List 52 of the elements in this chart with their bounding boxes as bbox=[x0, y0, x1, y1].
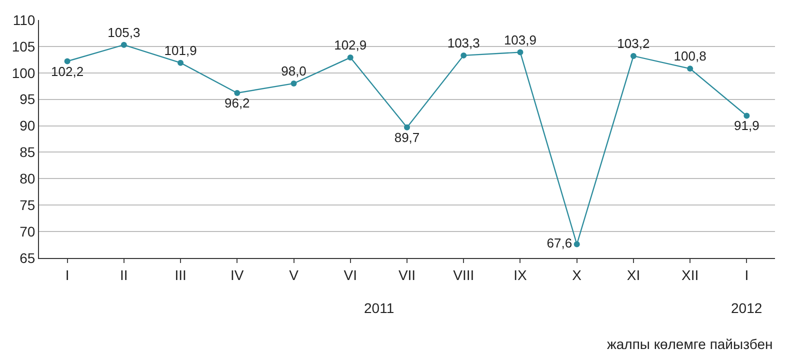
y-tick-label: 100 bbox=[12, 64, 36, 81]
text: жалпы көлемге пайызбен bbox=[607, 336, 773, 352]
y-tick-label: 70 bbox=[20, 223, 36, 240]
x-tick-label: VII bbox=[398, 266, 416, 283]
data-label: 89,7 bbox=[394, 130, 420, 145]
x-tick-label: I bbox=[744, 266, 749, 283]
x-tick-label: I bbox=[65, 266, 70, 283]
point bbox=[290, 80, 297, 86]
data-label: 98,0 bbox=[281, 63, 306, 78]
data-label: 105,3 bbox=[108, 24, 140, 40]
x-tick-label: II bbox=[120, 266, 128, 283]
data-label: 103,9 bbox=[504, 32, 537, 48]
data-label: 102,2 bbox=[51, 64, 84, 79]
y-tick-label: 95 bbox=[20, 91, 36, 108]
x-tick-label: X bbox=[572, 266, 582, 283]
point bbox=[120, 42, 127, 48]
x-tick-label: XI bbox=[626, 266, 640, 283]
point bbox=[404, 124, 410, 130]
data-label: 96,2 bbox=[224, 95, 250, 110]
text: 2012 bbox=[731, 300, 762, 316]
point bbox=[630, 52, 636, 59]
x-tick-label: III bbox=[174, 266, 186, 283]
y-tick-label: 90 bbox=[20, 118, 36, 134]
x-tick-label: VIII bbox=[453, 266, 474, 283]
point bbox=[234, 90, 240, 96]
data-label: 100,8 bbox=[674, 48, 706, 64]
point bbox=[178, 60, 184, 66]
point bbox=[687, 66, 694, 72]
point bbox=[347, 54, 354, 61]
y-tick-label: 65 bbox=[20, 250, 36, 266]
x-tick-label: IX bbox=[514, 266, 528, 283]
text: 2011 bbox=[364, 300, 394, 316]
y-tick-label: 105 bbox=[12, 38, 36, 54]
data-label: 102,9 bbox=[334, 38, 367, 53]
point bbox=[460, 52, 467, 58]
point bbox=[744, 112, 750, 119]
x-tick-label: VI bbox=[344, 266, 357, 283]
y-tick-label: 75 bbox=[20, 197, 36, 214]
x-tick-label: V bbox=[289, 266, 300, 283]
data-label: 67,6 bbox=[546, 236, 572, 250]
y-tick-label: 85 bbox=[20, 144, 36, 160]
x-tick-label: XII bbox=[682, 266, 699, 283]
y-tick-label: 110 bbox=[12, 12, 36, 28]
point bbox=[517, 49, 524, 56]
data-label: 103,3 bbox=[447, 35, 480, 50]
data-label: 91,9 bbox=[734, 118, 760, 134]
x-tick-label: IV bbox=[230, 266, 244, 283]
data-label: 103,2 bbox=[617, 36, 650, 51]
y-tick-label: 80 bbox=[20, 170, 36, 187]
data-label: 101,9 bbox=[164, 42, 197, 58]
point bbox=[574, 241, 580, 248]
point bbox=[64, 58, 70, 64]
